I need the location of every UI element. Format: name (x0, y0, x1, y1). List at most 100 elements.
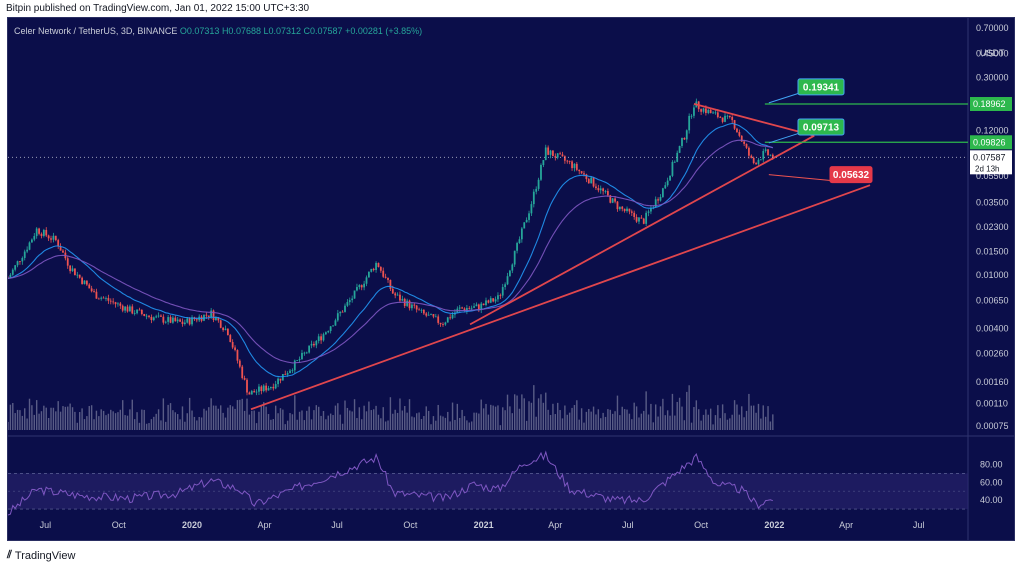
volume-bar (315, 405, 318, 430)
candle-body (195, 319, 198, 321)
candle-body (169, 317, 172, 323)
candle-body (740, 135, 743, 142)
ema-fast-line (8, 122, 774, 378)
currency-label: USDT (980, 48, 1005, 58)
candle-body (461, 307, 464, 309)
y-tick-label: 0.00260 (976, 349, 1009, 359)
volume-bar (752, 405, 755, 430)
volume-bar (136, 412, 138, 430)
candle-body (205, 314, 208, 316)
candle-body (176, 319, 179, 322)
volume-bar (320, 415, 322, 430)
candle-body (391, 288, 394, 294)
volume-bar (676, 401, 678, 430)
candle-body (566, 160, 569, 162)
volume-bar (459, 417, 461, 430)
volume-bar (604, 416, 607, 430)
candle-body (446, 317, 449, 323)
volume-bar (387, 420, 389, 430)
candle-body (568, 160, 571, 162)
level-label: 0.18962 (973, 99, 1006, 109)
candle-body (31, 239, 33, 243)
volume-bar (647, 414, 650, 430)
candle-body (124, 306, 127, 311)
volume-bar (294, 395, 296, 430)
candle-body (540, 164, 542, 180)
volume-bar (702, 414, 705, 430)
candle-body (673, 161, 676, 163)
volume-bar (590, 411, 592, 430)
candle-body (100, 297, 103, 299)
candle-body (704, 108, 707, 114)
volume-bar (423, 416, 425, 430)
candle-body (28, 242, 31, 250)
volume-bar (576, 400, 578, 430)
candle-body (647, 211, 650, 213)
candle-body (21, 257, 24, 262)
price-chart[interactable]: 0.70000 0.45000 0.30000 0.12000 0.05500 0.035… (8, 18, 1014, 540)
x-tick-label: Oct (403, 520, 418, 530)
candle-body (255, 391, 258, 393)
volume-bar (141, 409, 143, 430)
volume-bar (435, 420, 437, 430)
volume-bar (332, 415, 334, 430)
x-tick-label: Oct (112, 520, 127, 530)
trendline-lower-support (250, 184, 871, 411)
volume-bar (145, 423, 148, 430)
volume-bar (650, 403, 652, 430)
candle-body (52, 235, 55, 240)
candle-body (279, 378, 282, 381)
volume-bar (162, 398, 165, 430)
volume-bar (370, 410, 372, 430)
candle-body (468, 308, 471, 309)
candle-body (384, 276, 387, 278)
volume-bar (79, 412, 81, 430)
candle-body (575, 163, 578, 170)
candle-body (183, 322, 186, 325)
volume-bar (107, 413, 110, 430)
candle-body (642, 218, 645, 224)
volume-bar (361, 419, 363, 430)
x-tick-label: Oct (694, 520, 709, 530)
candle-body (509, 270, 511, 277)
candle-body (26, 249, 29, 252)
rsi-line (8, 450, 773, 516)
volume-bar (537, 398, 540, 430)
volume-bar (184, 421, 186, 430)
volume-bar (384, 421, 387, 430)
volume-bar (643, 410, 645, 430)
volume-bar (616, 395, 619, 430)
candle-body (90, 288, 93, 292)
volume-bar (595, 414, 597, 430)
volume-bar (392, 413, 394, 430)
volume-bar (251, 410, 253, 430)
volume-bar (341, 423, 344, 430)
volume-bar (545, 392, 547, 430)
volume-bar (760, 418, 762, 430)
candle-body (35, 228, 38, 237)
chart-frame[interactable]: 0.70000 0.45000 0.30000 0.12000 0.05500 0.035… (7, 17, 1015, 541)
candle-body (88, 284, 91, 289)
volume-bar (683, 420, 686, 430)
candle-body (628, 208, 631, 212)
volume-bar (227, 407, 229, 430)
volume-bar (511, 413, 513, 430)
volume-bar (198, 416, 200, 430)
callout-label-bg (829, 166, 873, 184)
candle-body (305, 352, 308, 354)
candle-body (258, 386, 260, 392)
callout-connector (768, 174, 833, 182)
volume-bar (377, 414, 380, 430)
candle-body (602, 188, 605, 192)
candle-body (236, 350, 239, 361)
volume-bar (40, 411, 43, 430)
volume-bar (657, 416, 659, 430)
candle-body (532, 191, 535, 205)
ema-slow-line (8, 139, 773, 364)
candle-body (487, 300, 490, 303)
volume-bar (318, 406, 320, 430)
volume-bar (396, 412, 399, 430)
volume-bar (492, 405, 494, 430)
volume-bar (557, 402, 559, 430)
candle-body (107, 298, 110, 301)
